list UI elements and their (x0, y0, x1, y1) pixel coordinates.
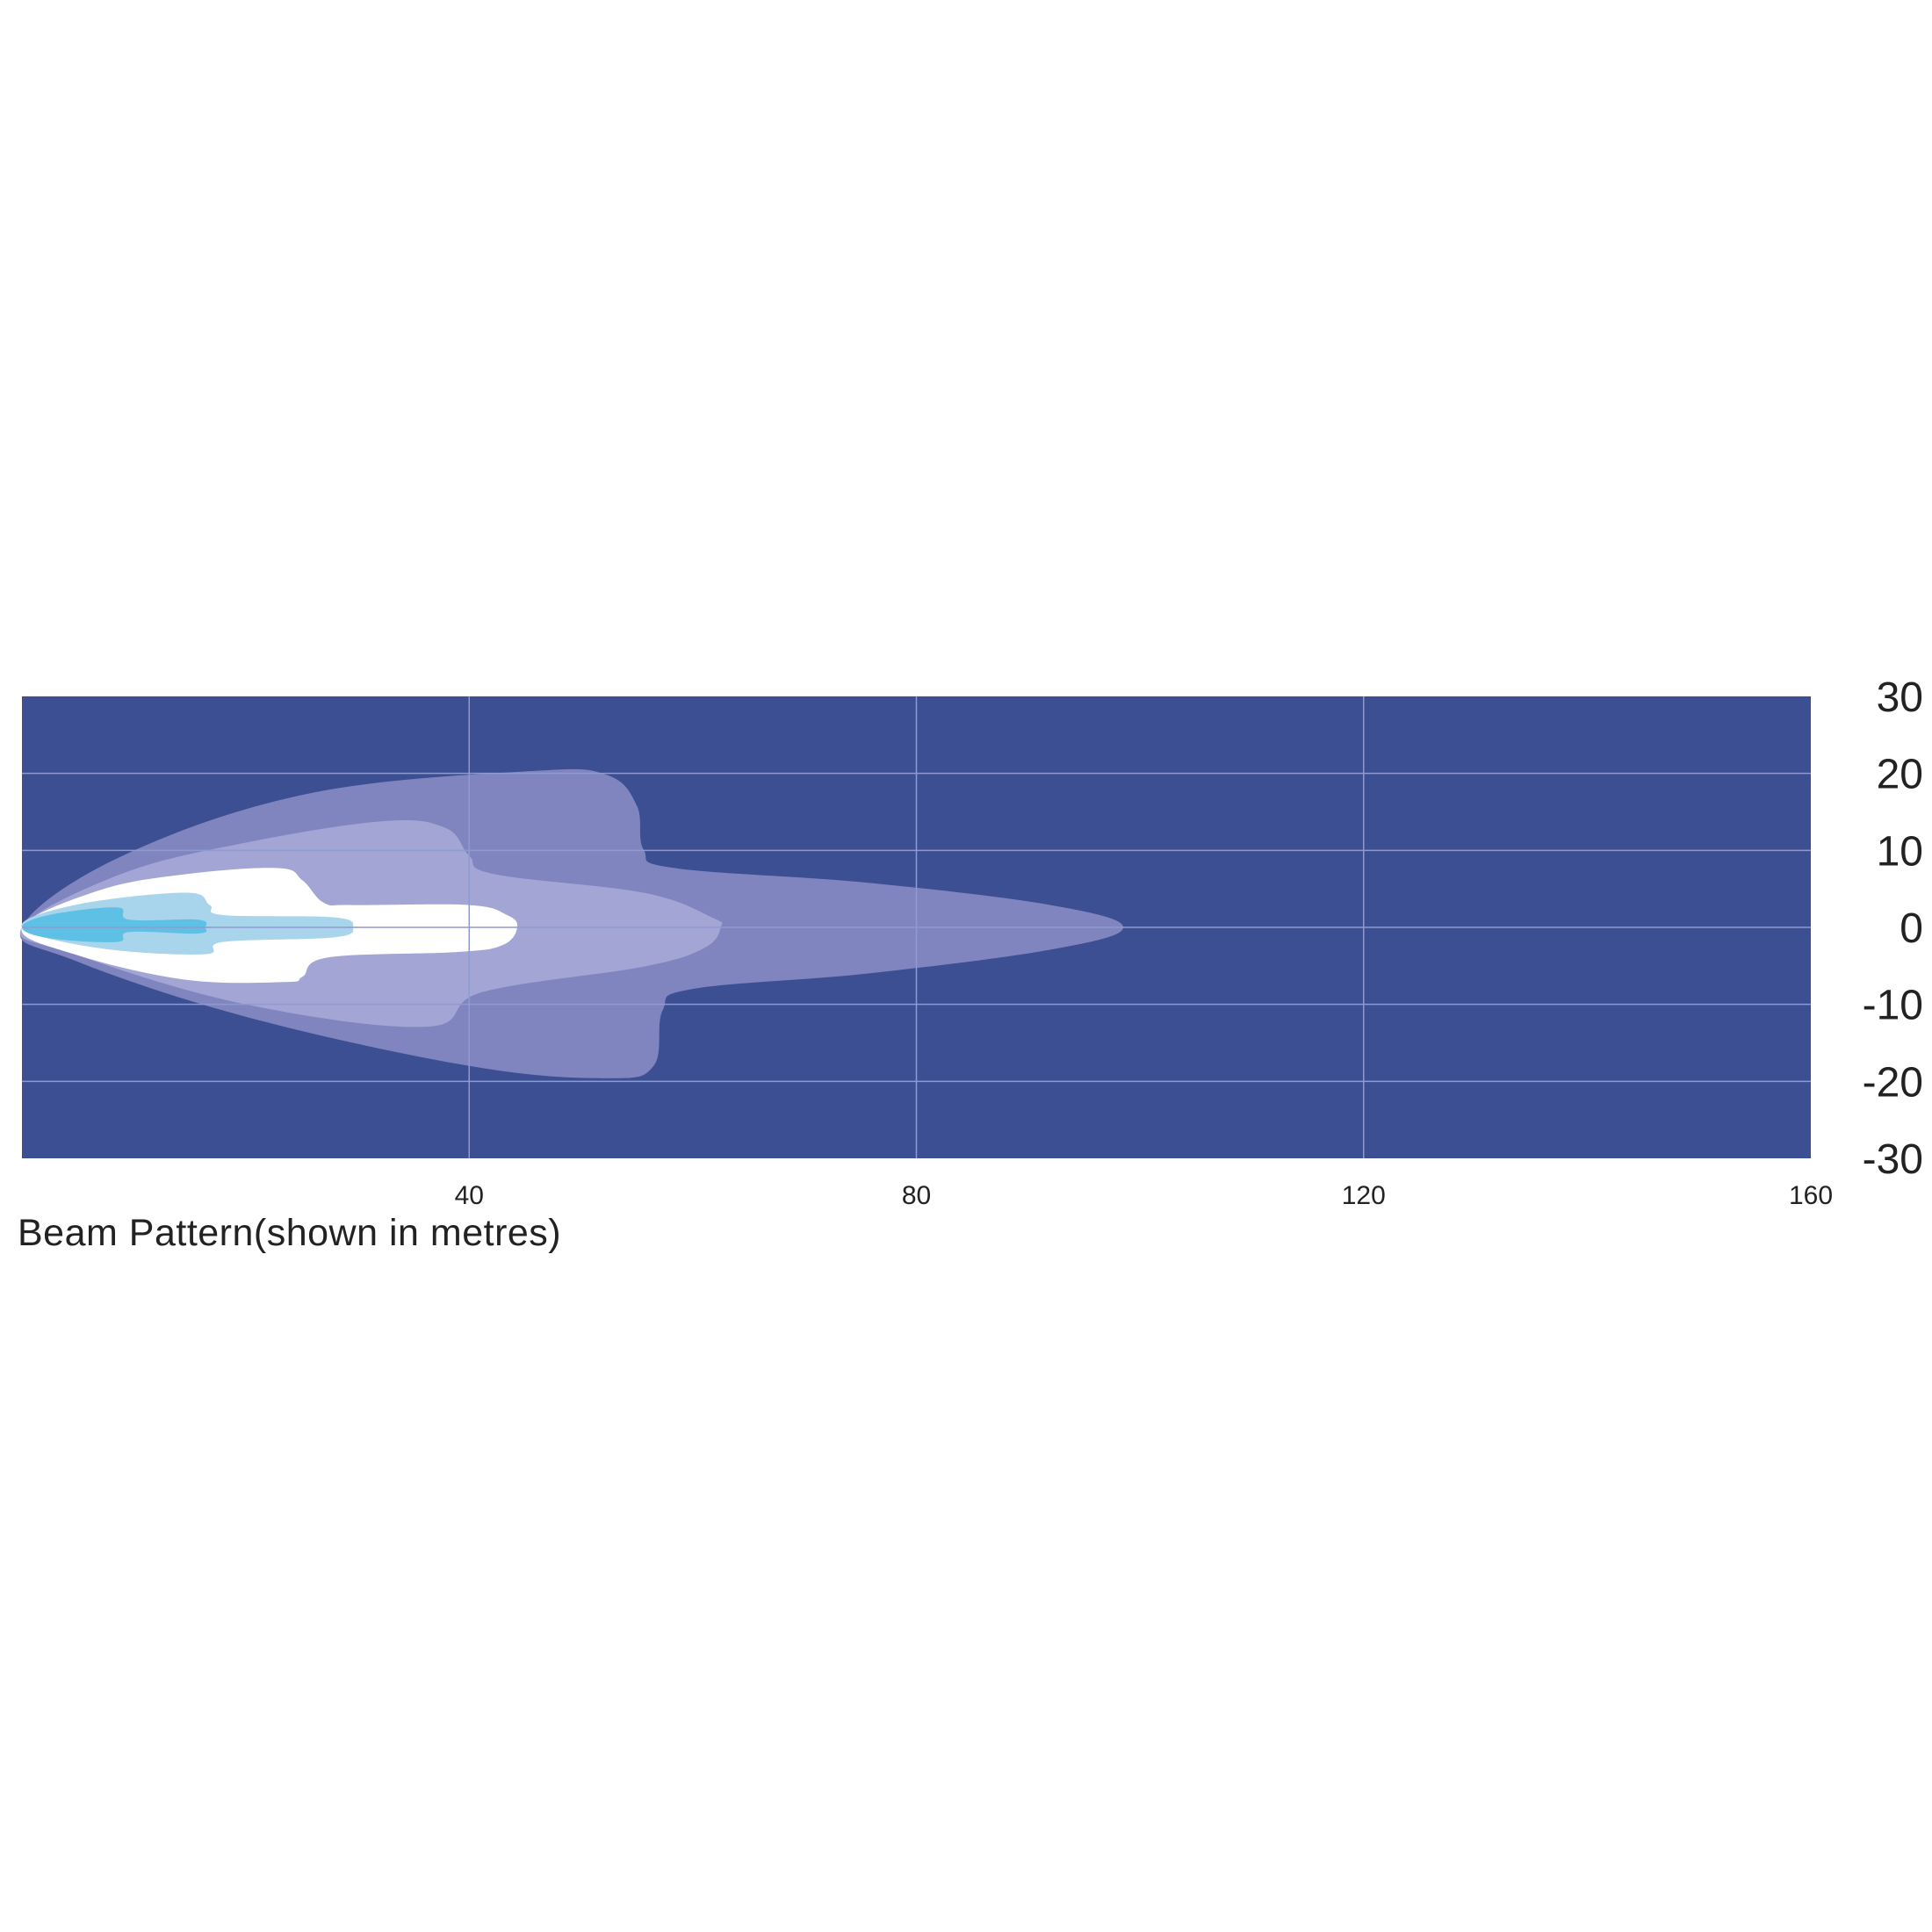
x-tick-label: 120 (1342, 1181, 1386, 1210)
beam-contour-5 (22, 907, 207, 942)
x-tick-label: 80 (902, 1181, 931, 1210)
chart-title: Beam Pattern(shown in metres) (18, 1212, 562, 1254)
y-tick-label: 10 (1877, 828, 1923, 875)
x-tick-label: 40 (455, 1181, 484, 1210)
y-tick-label: -30 (1863, 1136, 1923, 1183)
y-tick-label: 30 (1877, 674, 1923, 721)
y-tick-label: 20 (1877, 752, 1923, 798)
y-tick-label: -10 (1863, 983, 1923, 1029)
x-tick-label: 160 (1789, 1181, 1833, 1210)
y-tick-label: -20 (1863, 1059, 1923, 1106)
y-tick-label: 0 (1900, 905, 1923, 952)
